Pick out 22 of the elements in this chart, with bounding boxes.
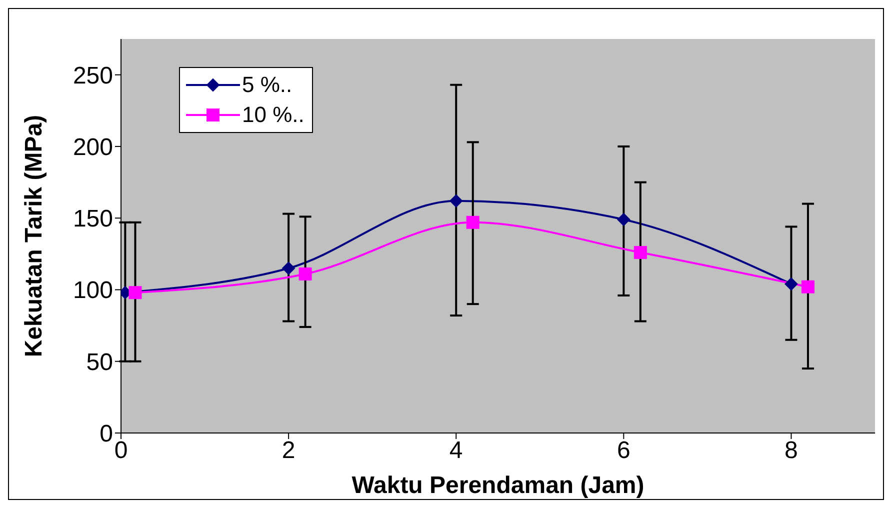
legend-label: 5 %.. [242, 71, 292, 99]
point [128, 286, 142, 300]
point [801, 280, 814, 294]
x-tick-label: 4 [449, 437, 463, 464]
y-tick-label: 50 [86, 348, 113, 376]
legend-label: 10 %.. [242, 101, 304, 129]
y-tick-label: 250 [72, 62, 113, 90]
x-tick-label: 8 [784, 437, 798, 464]
x-axis-title: Waktu Perendaman (Jam) [352, 472, 644, 499]
point [784, 277, 798, 290]
point [282, 262, 296, 275]
point [634, 246, 647, 259]
x-tick-label: 2 [282, 437, 296, 464]
y-tick-label: 100 [72, 277, 113, 304]
y-tick-label: 200 [72, 134, 113, 161]
point [450, 194, 463, 208]
point [298, 267, 312, 280]
y-tick-label: 150 [72, 206, 113, 233]
y-axis-title: Kekuatan Tarik (MPa) [20, 114, 48, 358]
point [617, 213, 630, 226]
x-tick-label: 6 [616, 437, 630, 464]
point [466, 216, 480, 229]
